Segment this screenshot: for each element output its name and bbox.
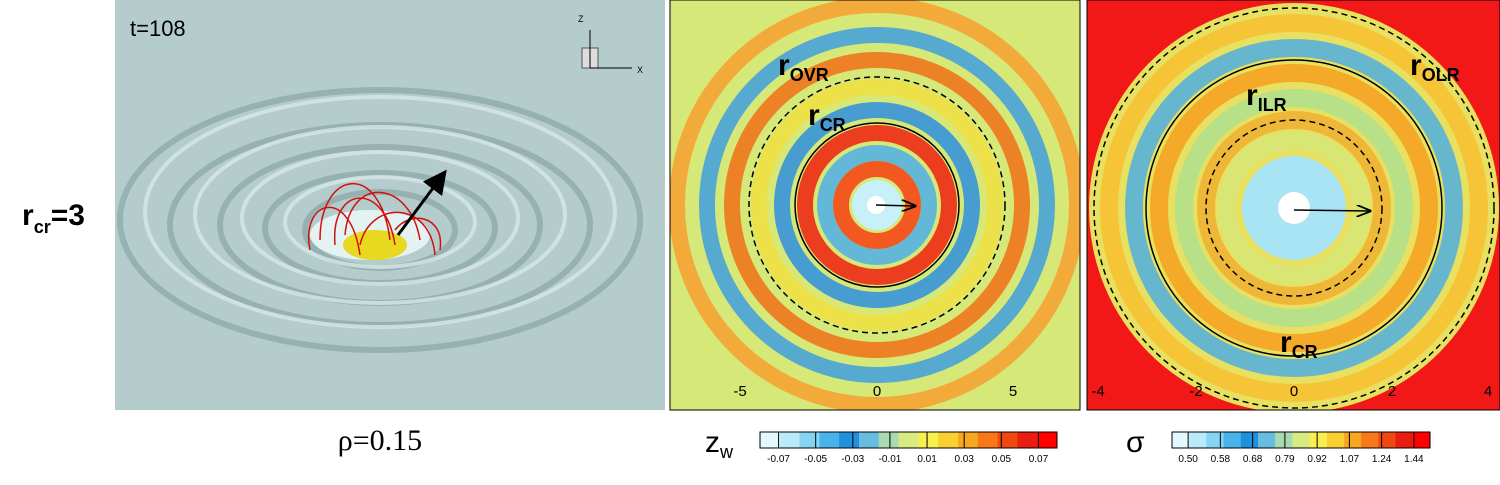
colorbar-segment — [1258, 432, 1276, 448]
colorbar-tick-label: 0.79 — [1275, 454, 1295, 465]
colorbar-tick-label: -0.01 — [879, 454, 902, 465]
colorbar-segment — [918, 432, 939, 448]
colorbar-segment — [839, 432, 860, 448]
x-tick-label: 0 — [1290, 383, 1298, 400]
zw-panel — [670, 0, 1080, 410]
colorbar-tick-label: 1.44 — [1404, 454, 1424, 465]
radius-label: rCR — [808, 99, 846, 135]
caption: ρ=0.15 — [338, 424, 422, 457]
colorbar-tick-label: -0.03 — [841, 454, 864, 465]
colorbar-segment — [819, 432, 840, 448]
colorbar-frame — [1171, 431, 1431, 449]
surface-panel — [115, 0, 665, 410]
colorbar-segment — [1412, 432, 1431, 448]
colorbar-tick-label: -0.07 — [767, 454, 790, 465]
colorbar-tick-label: 0.68 — [1243, 454, 1263, 465]
colorbar-segment — [799, 432, 820, 448]
x-tick-label: -4 — [1091, 383, 1104, 400]
colorbar-segment — [958, 432, 979, 448]
colorbar-tick-label: 0.92 — [1307, 454, 1327, 465]
axis-label: X — [637, 65, 643, 75]
colorbar-segment — [898, 432, 919, 448]
radius-label: rOVR — [778, 49, 829, 85]
x-tick-label: -2 — [1189, 383, 1202, 400]
colorbar-segment — [1240, 432, 1259, 448]
colorbar-segment — [1361, 432, 1379, 448]
colorbar-tick-label: 0.07 — [1029, 454, 1049, 465]
colorbar-segment — [977, 432, 999, 448]
colorbar-tick-label: 0.58 — [1211, 454, 1231, 465]
x-tick-label: 0 — [873, 383, 881, 400]
colorbar-segment — [1189, 432, 1207, 448]
colorbar-tick-label: -0.05 — [804, 454, 827, 465]
colorbar-frame — [759, 431, 1058, 449]
x-tick-label: 4 — [1484, 383, 1492, 400]
x-tick-label: 2 — [1388, 383, 1396, 400]
x-tick-label: -5 — [733, 383, 746, 400]
radius-label: rILR — [1246, 79, 1287, 115]
colorbar-segment — [1292, 432, 1311, 448]
colorbar-tick-label: 0.01 — [917, 454, 937, 465]
colorbar-segment — [1223, 432, 1242, 448]
colorbar-segment — [878, 432, 900, 448]
colorbar-segment — [760, 432, 781, 448]
colorbar-tick-label: 0.05 — [992, 454, 1012, 465]
colorbar-segment — [859, 432, 880, 448]
colorbar-tick-label: 1.24 — [1372, 454, 1392, 465]
colorbar-segment — [1037, 432, 1058, 448]
colorbar-segment — [1206, 432, 1225, 448]
colorbar: -0.07 -0.05 -0.03 -0.01 0.01 0.03 0.05 0.07 — [759, 431, 1058, 465]
sigma-panel — [1087, 0, 1500, 410]
colorbar-segment — [1344, 432, 1362, 448]
time-label: t=108 — [130, 16, 186, 41]
axis-label: Z — [578, 14, 584, 24]
row-label: rcr=3 — [22, 199, 85, 237]
colorbar-segment — [1326, 432, 1345, 448]
colorbar-tick-label: 0.03 — [954, 454, 974, 465]
colorbar: 0.50 0.58 0.68 0.79 0.92 1.07 1.24 1.44 — [1171, 431, 1431, 465]
colorbar-segment — [938, 432, 959, 448]
colorbar-segment — [779, 432, 801, 448]
colorbar-segment — [1172, 432, 1190, 448]
colorbar-label: zw — [705, 426, 734, 462]
colorbar-segment — [1395, 432, 1414, 448]
colorbar-segment — [1017, 432, 1038, 448]
radius-label: rOLR — [1410, 49, 1460, 85]
colorbar-segment — [1275, 432, 1293, 448]
colorbar-tick-label: 0.50 — [1178, 454, 1198, 465]
colorbar-segment — [1378, 432, 1397, 448]
colorbar-label: σ — [1126, 426, 1145, 459]
colorbar-segment — [997, 432, 1018, 448]
colorbar-tick-label: 1.07 — [1340, 454, 1360, 465]
x-tick-label: 5 — [1009, 383, 1017, 400]
radius-label: rCR — [1280, 326, 1318, 362]
colorbar-segment — [1309, 432, 1328, 448]
